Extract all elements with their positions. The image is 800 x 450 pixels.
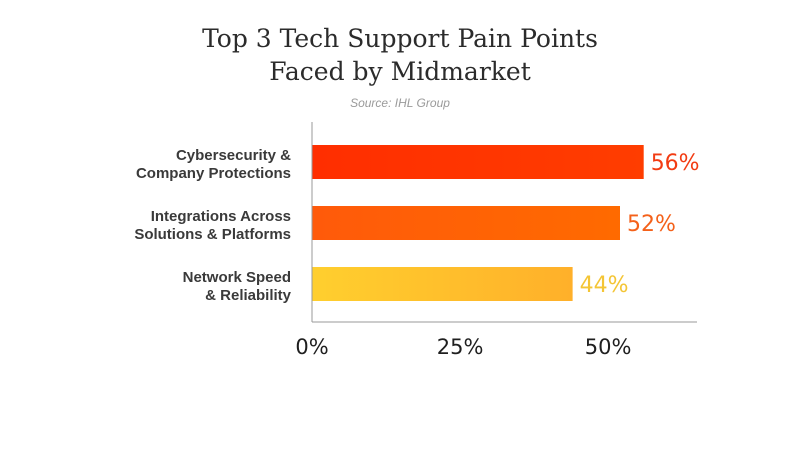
category-label-3-line-2: & Reliability (205, 287, 292, 304)
category-label-2-line-2: Solutions & Platforms (134, 226, 291, 243)
category-label-3: Network Speed & Reliability (183, 269, 292, 304)
bar-1 (312, 145, 644, 179)
bar-3 (312, 267, 573, 301)
bar-2 (312, 206, 620, 240)
category-label-1-line-1: Cybersecurity & (176, 147, 291, 164)
chart-source: Source: IHL Group (350, 96, 450, 110)
bar-value-label-2: 52% (627, 212, 676, 237)
bar-value-label-3: 44% (580, 273, 629, 298)
bar-value-label-1: 56% (651, 151, 700, 176)
category-label-1-line-2: Company Protections (136, 165, 291, 182)
chart-title-line-2: Faced by Midmarket (269, 57, 531, 86)
category-label-2: Integrations Across Solutions & Platforms (134, 208, 291, 243)
category-label-3-line-1: Network Speed (183, 269, 291, 286)
category-label-2-line-1: Integrations Across (151, 208, 291, 225)
x-tick-label-3: 50% (585, 335, 632, 359)
chart-title-line-1: Top 3 Tech Support Pain Points (202, 24, 598, 53)
chart-title: Top 3 Tech Support Pain Points Faced by … (0, 22, 800, 88)
x-tick-label-1: 0% (295, 335, 328, 359)
x-tick-label-2: 25% (437, 335, 484, 359)
category-label-1: Cybersecurity & Company Protections (136, 147, 291, 182)
